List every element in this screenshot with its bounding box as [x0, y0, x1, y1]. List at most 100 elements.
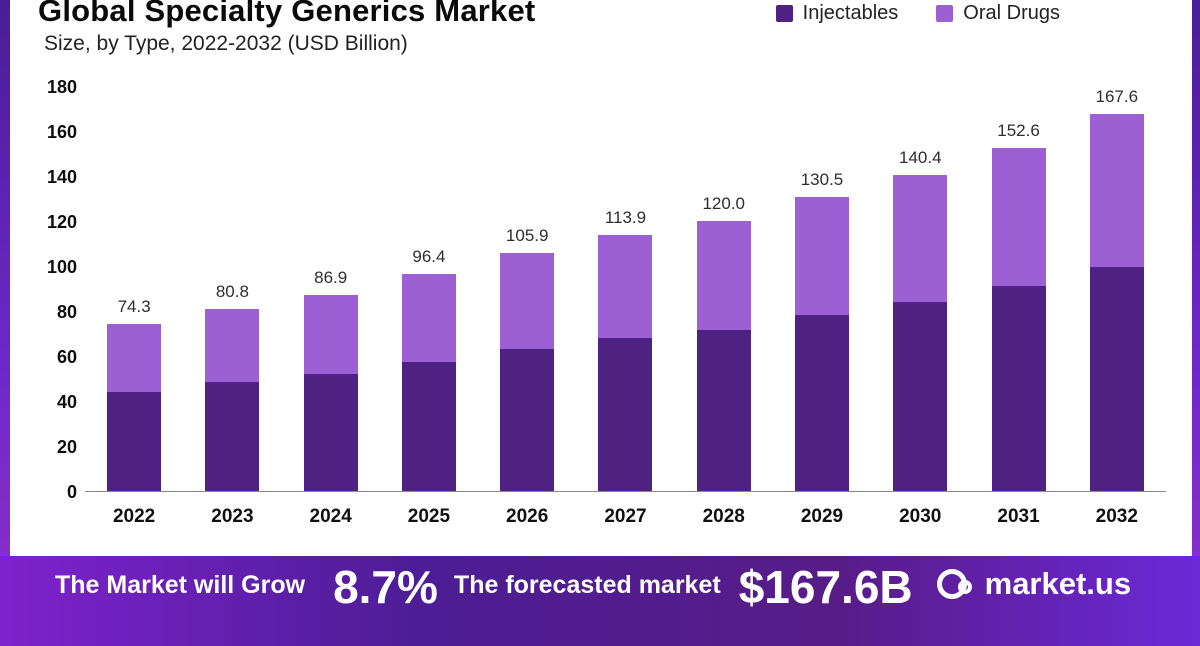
bar-total-label: 74.3 — [117, 296, 151, 316]
bar-group-2030: 140.4 — [871, 86, 969, 491]
bar-segment-oral-drugs — [303, 295, 358, 375]
bar-stack — [794, 197, 849, 491]
bar-segment-oral-drugs — [401, 274, 456, 362]
bar-stack — [598, 234, 653, 491]
bar-stack — [893, 175, 948, 491]
x-axis-label-2025: 2025 — [407, 506, 451, 527]
bar-total-label: 130.5 — [800, 170, 844, 190]
x-axis: 2022 2023 2024 2025 2026 2027 2028 2029 2030 2031… — [85, 506, 1166, 528]
bar-segment-injectables — [991, 286, 1046, 491]
bar-segment-injectables — [696, 330, 751, 491]
bar-stack — [500, 252, 555, 491]
bar-segment-injectables — [205, 382, 260, 491]
bar-segment-oral-drugs — [107, 323, 162, 392]
bar-group-2023: 80.8 — [183, 86, 281, 491]
right-border-strip — [1192, 0, 1200, 600]
bar-total-label: 86.9 — [314, 268, 348, 288]
y-axis-tick-label: 180 — [46, 77, 77, 97]
bar-segment-injectables — [598, 338, 653, 491]
legend-item-oral-drugs: Oral Drugs — [936, 2, 1060, 25]
y-axis-tick-label: 80 — [56, 302, 77, 322]
y-axis-tick-label: 140 — [46, 167, 77, 187]
bar-stack — [401, 274, 456, 491]
bar-total-label: 96.4 — [412, 247, 446, 267]
bar-stack — [696, 221, 751, 491]
forecast-text: The forecasted market — [453, 571, 721, 599]
bar-group-2032: 167.6 — [1068, 86, 1166, 491]
bar-segment-injectables — [401, 361, 456, 491]
x-axis-label-2024: 2024 — [309, 506, 352, 527]
y-axis-tick-label: 20 — [56, 437, 77, 457]
x-axis-label-2023: 2023 — [211, 506, 254, 527]
legend: Injectables Oral Drugs — [775, 2, 1060, 25]
stacked-bar-chart: 0 20 40 60 80 100 120 140 160 180 74.3 80.8 86.9 96.… — [30, 77, 1166, 528]
bar-total-label: 167.6 — [1095, 86, 1139, 106]
bar-stack — [205, 309, 260, 491]
market-size-value: $167.6B — [738, 561, 913, 613]
bar-stack — [991, 147, 1046, 491]
bar-group-2031: 152.6 — [969, 86, 1067, 491]
y-axis-tick-label: 120 — [46, 212, 77, 232]
bar-segment-injectables — [794, 315, 849, 491]
bar-segment-oral-drugs — [598, 234, 653, 339]
bar-total-label: 113.9 — [604, 207, 647, 227]
plot-area: 74.3 80.8 86.9 96.4 105.9 113.9 120.0 130.5 140.… — [85, 86, 1166, 492]
chart-header: Global Specialty Generics Market Size, b… — [38, 0, 1160, 56]
legend-swatch-oral-drugs — [936, 5, 954, 22]
bar-group-2029: 130.5 — [773, 86, 871, 491]
legend-swatch-injectables — [775, 5, 793, 22]
bar-segment-oral-drugs — [500, 252, 555, 350]
bar-segment-injectables — [107, 391, 162, 491]
bar-group-2024: 86.9 — [282, 86, 380, 491]
bar-segment-injectables — [500, 349, 555, 491]
y-axis: 0 20 40 60 80 100 120 140 160 180 — [30, 77, 85, 502]
bar-stack — [1089, 113, 1144, 491]
bar-segment-oral-drugs — [1089, 113, 1144, 268]
bottom-banner: The Market will Grow 8.7% The forecasted… — [0, 556, 1200, 646]
bar-group-2022: 74.3 — [85, 86, 183, 491]
legend-label: Injectables — [802, 2, 899, 24]
bar-stack — [303, 295, 358, 491]
bar-segment-oral-drugs — [696, 221, 751, 331]
x-axis-label-2029: 2029 — [800, 506, 844, 527]
bar-segment-oral-drugs — [205, 309, 260, 383]
cagr-value: 8.7% — [333, 561, 438, 613]
x-axis-label-2028: 2028 — [702, 506, 745, 527]
bar-segment-oral-drugs — [991, 147, 1046, 287]
brand-logo: market.us — [936, 566, 1132, 602]
legend-label: Oral Drugs — [963, 2, 1060, 24]
bar-group-2025: 96.4 — [380, 86, 478, 491]
y-axis-tick-label: 40 — [56, 392, 77, 412]
bar-segment-oral-drugs — [893, 175, 948, 303]
bar-segment-injectables — [893, 302, 948, 491]
x-axis-label-2030: 2030 — [899, 506, 942, 527]
legend-item-injectables: Injectables — [775, 2, 899, 25]
bar-group-2026: 105.9 — [478, 86, 576, 491]
x-axis-label-2031: 2031 — [997, 506, 1040, 527]
page-subtitle: Size, by Type, 2022-2032 (USD Billion) — [44, 32, 408, 55]
page-title: Global Specialty Generics Market — [38, 0, 536, 28]
bar-total-label: 120.0 — [702, 194, 745, 213]
x-axis-label-2027: 2027 — [604, 506, 647, 527]
market-grow-text: The Market will Grow — [55, 571, 306, 599]
y-axis-tick-label: 160 — [46, 122, 77, 142]
bar-total-label: 80.8 — [215, 282, 249, 302]
x-axis-label-2022: 2022 — [112, 506, 156, 527]
brand-name: market.us — [984, 566, 1132, 601]
left-border-strip — [0, 0, 10, 600]
y-axis-tick-label: 60 — [56, 347, 77, 367]
bar-stack — [107, 323, 162, 491]
bar-total-label: 140.4 — [898, 148, 942, 168]
bar-group-2028: 120.0 — [675, 86, 773, 491]
bar-segment-injectables — [303, 374, 358, 491]
bar-total-label: 152.6 — [997, 120, 1040, 140]
bar-total-label: 105.9 — [505, 225, 549, 245]
x-axis-label-2026: 2026 — [506, 506, 549, 527]
bar-segment-injectables — [1089, 267, 1144, 491]
bar-group-2027: 113.9 — [576, 86, 674, 491]
market-us-logo-icon — [936, 569, 972, 599]
bar-segment-oral-drugs — [794, 197, 849, 316]
y-axis-tick-label: 100 — [46, 257, 77, 277]
y-axis-tick-label: 0 — [66, 482, 77, 502]
x-axis-label-2032: 2032 — [1095, 506, 1138, 527]
